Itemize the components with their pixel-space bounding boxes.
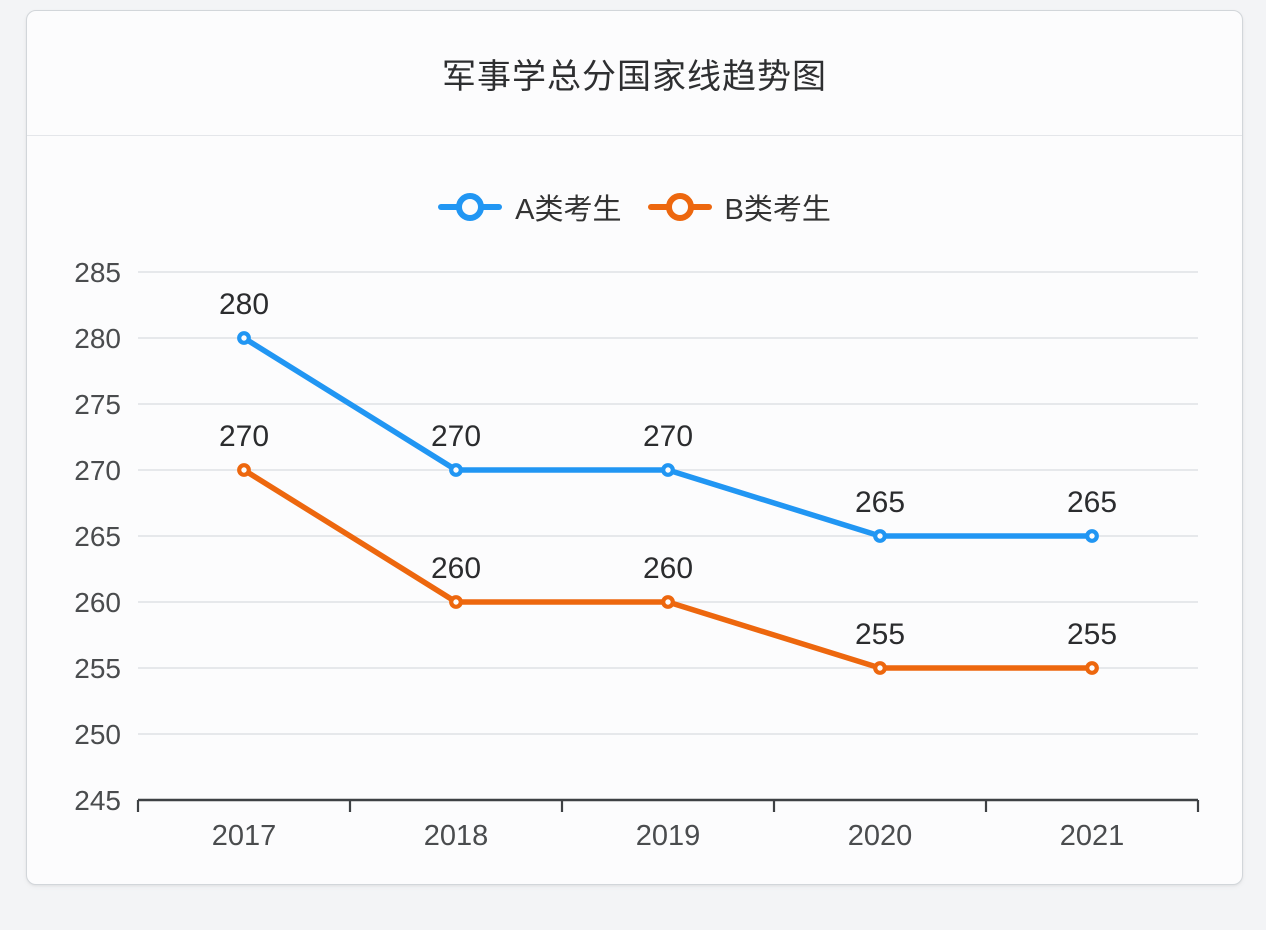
series-1-point-2021[interactable] — [1085, 661, 1099, 675]
y-axis-label-255: 255 — [74, 653, 121, 684]
trend-line-chart: 245 250 255 260 265 270 275 280 285 2017 2018 2019 2… — [74, 257, 1200, 852]
x-axis-label-2018: 2018 — [424, 820, 489, 852]
series-1-data-label-2018: 260 — [431, 552, 481, 585]
series-0-data-label-2020: 265 — [855, 486, 905, 519]
series-1-point-2017[interactable] — [237, 463, 251, 477]
y-axis-label-245: 245 — [74, 785, 121, 816]
y-axis-label-280: 280 — [74, 323, 121, 354]
series-0-point-2018[interactable] — [449, 463, 463, 477]
series-0-point-2019[interactable] — [661, 463, 675, 477]
series-1-data-label-2019: 260 — [643, 552, 693, 585]
series-0-point-2017[interactable] — [237, 331, 251, 345]
chart-header: 军事学总分国家线趋势图 — [27, 11, 1242, 136]
series-1-point-2020[interactable] — [873, 661, 887, 675]
x-axis-label-2021: 2021 — [1060, 820, 1125, 852]
x-axis-label-2020: 2020 — [848, 820, 913, 852]
legend-label: A类考生 — [515, 194, 622, 226]
x-axis-label-2017: 2017 — [212, 820, 277, 852]
y-axis-label-250: 250 — [74, 719, 121, 750]
y-axis-label-275: 275 — [74, 389, 121, 420]
series-0-data-label-2017: 280 — [219, 288, 269, 321]
series-0-data-label-2018: 270 — [431, 420, 481, 453]
series-1-data-label-2020: 255 — [855, 618, 905, 651]
legend-item-series-1[interactable]: B类考生 — [647, 186, 831, 228]
y-axis-label-265: 265 — [74, 521, 121, 552]
series-0-point-2020[interactable] — [873, 529, 887, 543]
legend-ring-icon — [456, 193, 485, 221]
legend-ring-icon — [665, 193, 694, 221]
series-0-data-label-2019: 270 — [643, 420, 693, 453]
y-axis-label-285: 285 — [74, 257, 121, 288]
y-axis-label-260: 260 — [74, 587, 121, 618]
line-marker-icon — [647, 192, 712, 222]
series-0-data-label-2021: 265 — [1067, 486, 1117, 519]
series-1-data-label-2021: 255 — [1067, 618, 1117, 651]
chart-card: 245 250 255 260 265 270 275 280 285 2017 2018 2019 2… — [26, 10, 1243, 885]
y-axis-label-270: 270 — [74, 455, 121, 486]
series-1-point-2019[interactable] — [661, 595, 675, 609]
series-1-point-2018[interactable] — [449, 595, 463, 609]
series-0-point-2021[interactable] — [1085, 529, 1099, 543]
chart-title: 军事学总分国家线趋势图 — [442, 57, 827, 96]
legend-item-series-0[interactable]: A类考生 — [438, 186, 622, 228]
series-1-data-label-2017: 270 — [219, 420, 269, 453]
x-axis-label-2019: 2019 — [636, 820, 701, 852]
legend: A类考生 B类考生 — [27, 186, 1242, 228]
line-marker-icon — [438, 192, 503, 222]
legend-label: B类考生 — [724, 194, 831, 226]
